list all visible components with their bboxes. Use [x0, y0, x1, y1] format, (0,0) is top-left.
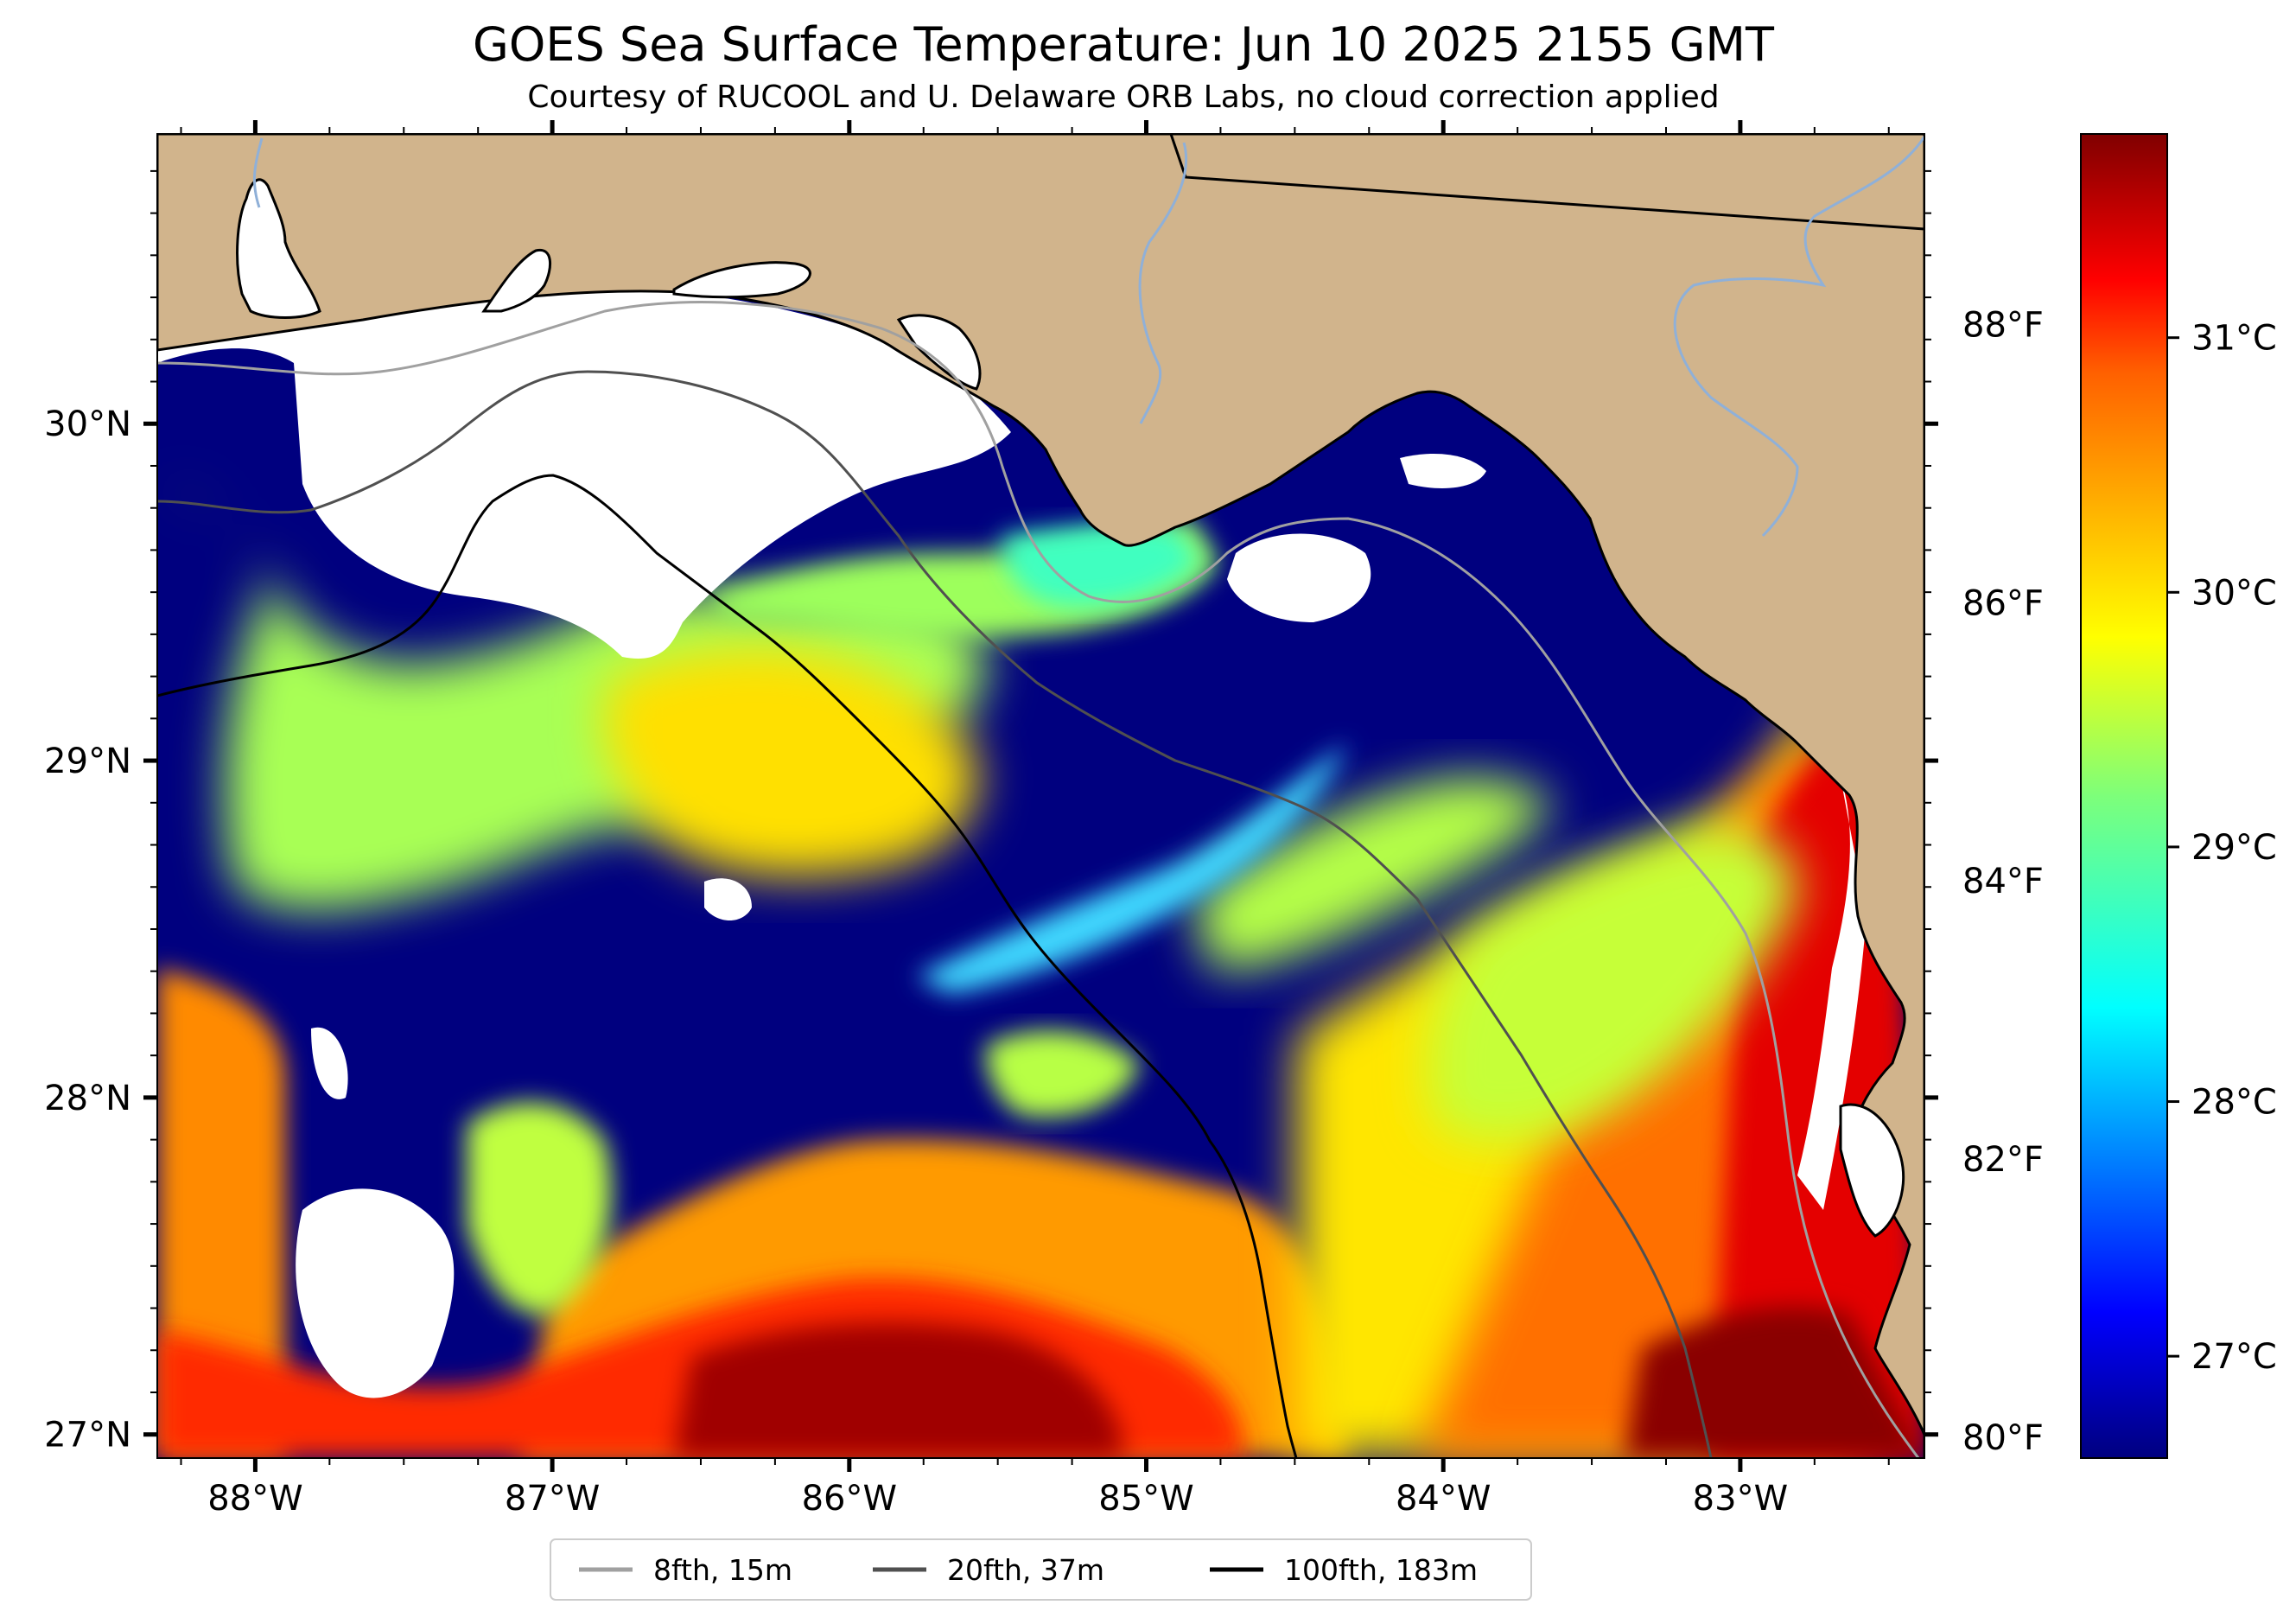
lon-tick-label: 87°W — [505, 1479, 600, 1519]
river-1 — [252, 137, 264, 208]
bay-apalachicola — [896, 314, 982, 391]
bay-pensacola — [481, 248, 552, 313]
longitude-labels: 88°W 87°W 86°W 85°W 84°W 83°W — [207, 1479, 1788, 1519]
bay-tampa — [1839, 1103, 1905, 1238]
cloud-south-west-edge — [311, 1027, 348, 1099]
sst-green-southwest — [467, 1102, 612, 1315]
fahrenheit-tick-label: 80°F — [1962, 1418, 2044, 1458]
colorbar: 31°C 30°C 29°C 28°C 27°C — [2080, 133, 2277, 1459]
state-border — [1169, 134, 1924, 231]
lon-tick-label: 88°W — [207, 1479, 302, 1519]
sst-warm-south — [157, 968, 285, 1458]
depth-contours — [157, 301, 1920, 1458]
contour-20fth — [157, 370, 1713, 1458]
map-title: GOES Sea Surface Temperature: Jun 10 202… — [473, 17, 1774, 72]
bay-choctawhatchee — [672, 261, 811, 299]
fahrenheit-tick-label: 84°F — [1962, 862, 2044, 901]
lon-tick-label: 85°W — [1098, 1479, 1193, 1519]
axis-ticks — [143, 120, 1938, 1472]
sst-green-east-mid — [1428, 828, 1797, 1142]
land-mainland — [157, 134, 1924, 1458]
lat-tick-label: 27°N — [44, 1416, 131, 1455]
lon-tick-label: 84°W — [1396, 1479, 1491, 1519]
sst-cyan-plume — [916, 743, 1348, 994]
cloud-coast-east — [1797, 778, 1867, 1210]
lat-tick-label: 28°N — [44, 1079, 131, 1118]
fahrenheit-tick-label: 88°F — [1962, 305, 2044, 345]
fahrenheit-tick-label: 82°F — [1962, 1140, 2044, 1180]
sst-green-west — [157, 484, 986, 911]
latitude-labels: 30°N 29°N 28°N 27°N — [44, 404, 131, 1455]
cloud-east — [1227, 533, 1371, 622]
colorbar-ticks: 31°C 30°C 29°C 28°C 27°C — [2167, 319, 2277, 1377]
sst-east-darkred — [1625, 1307, 1924, 1458]
river-2 — [1138, 142, 1188, 424]
map-subtitle: Courtesy of RUCOOL and U. Delaware ORB L… — [527, 80, 1720, 115]
colorbar-tick-label: 30°C — [2191, 573, 2277, 613]
map-plot-area — [157, 134, 1924, 1458]
legend-label: 20fth, 37m — [947, 1553, 1104, 1587]
sst-green-mid — [1193, 777, 1555, 970]
land — [157, 134, 1924, 1458]
lat-tick-label: 30°N — [44, 404, 131, 444]
contour-100fth — [157, 474, 1298, 1458]
colorbar-gradient — [2080, 133, 2168, 1459]
river-3 — [1673, 136, 1924, 538]
lon-tick-label: 83°W — [1693, 1479, 1788, 1519]
sst-green-southcenter — [985, 1030, 1141, 1118]
legend-label: 8fth, 15m — [653, 1553, 792, 1587]
sst-cyan-north — [1002, 523, 1201, 608]
legend-label: 100fth, 183m — [1284, 1553, 1478, 1587]
depth-legend: 8fth, 15m 20fth, 37m 100fth, 183m — [550, 1538, 1532, 1601]
lon-tick-label: 86°W — [802, 1479, 897, 1519]
legend-items: 8fth, 15m 20fth, 37m 100fth, 183m — [579, 1553, 1478, 1587]
colorbar-tick-label: 27°C — [2191, 1337, 2277, 1377]
colorbar-tick-label: 29°C — [2191, 828, 2277, 868]
cloud-center — [704, 878, 752, 920]
colorbar-tick-label: 31°C — [2191, 319, 2277, 359]
bay-mobile — [236, 178, 321, 319]
fahrenheit-tick-label: 86°F — [1962, 583, 2044, 623]
sst-yellow-west — [605, 648, 978, 877]
legend-box — [550, 1538, 1532, 1601]
sst-darkred-south — [674, 1322, 1123, 1458]
cloud-east-2 — [1400, 454, 1486, 488]
sst-field — [157, 484, 1924, 1458]
cloud-southwest — [296, 1188, 455, 1398]
rivers — [252, 136, 1924, 538]
contour-8fth — [157, 301, 1920, 1458]
cloud-no-data — [157, 283, 1867, 1398]
map-axes-frame — [156, 133, 1925, 1459]
fahrenheit-labels: 88°F 86°F 84°F 82°F 80°F — [1962, 305, 2044, 1457]
colorbar-tick-label: 28°C — [2191, 1083, 2277, 1123]
lat-tick-label: 29°N — [44, 742, 131, 781]
cloud-north — [157, 283, 1011, 659]
